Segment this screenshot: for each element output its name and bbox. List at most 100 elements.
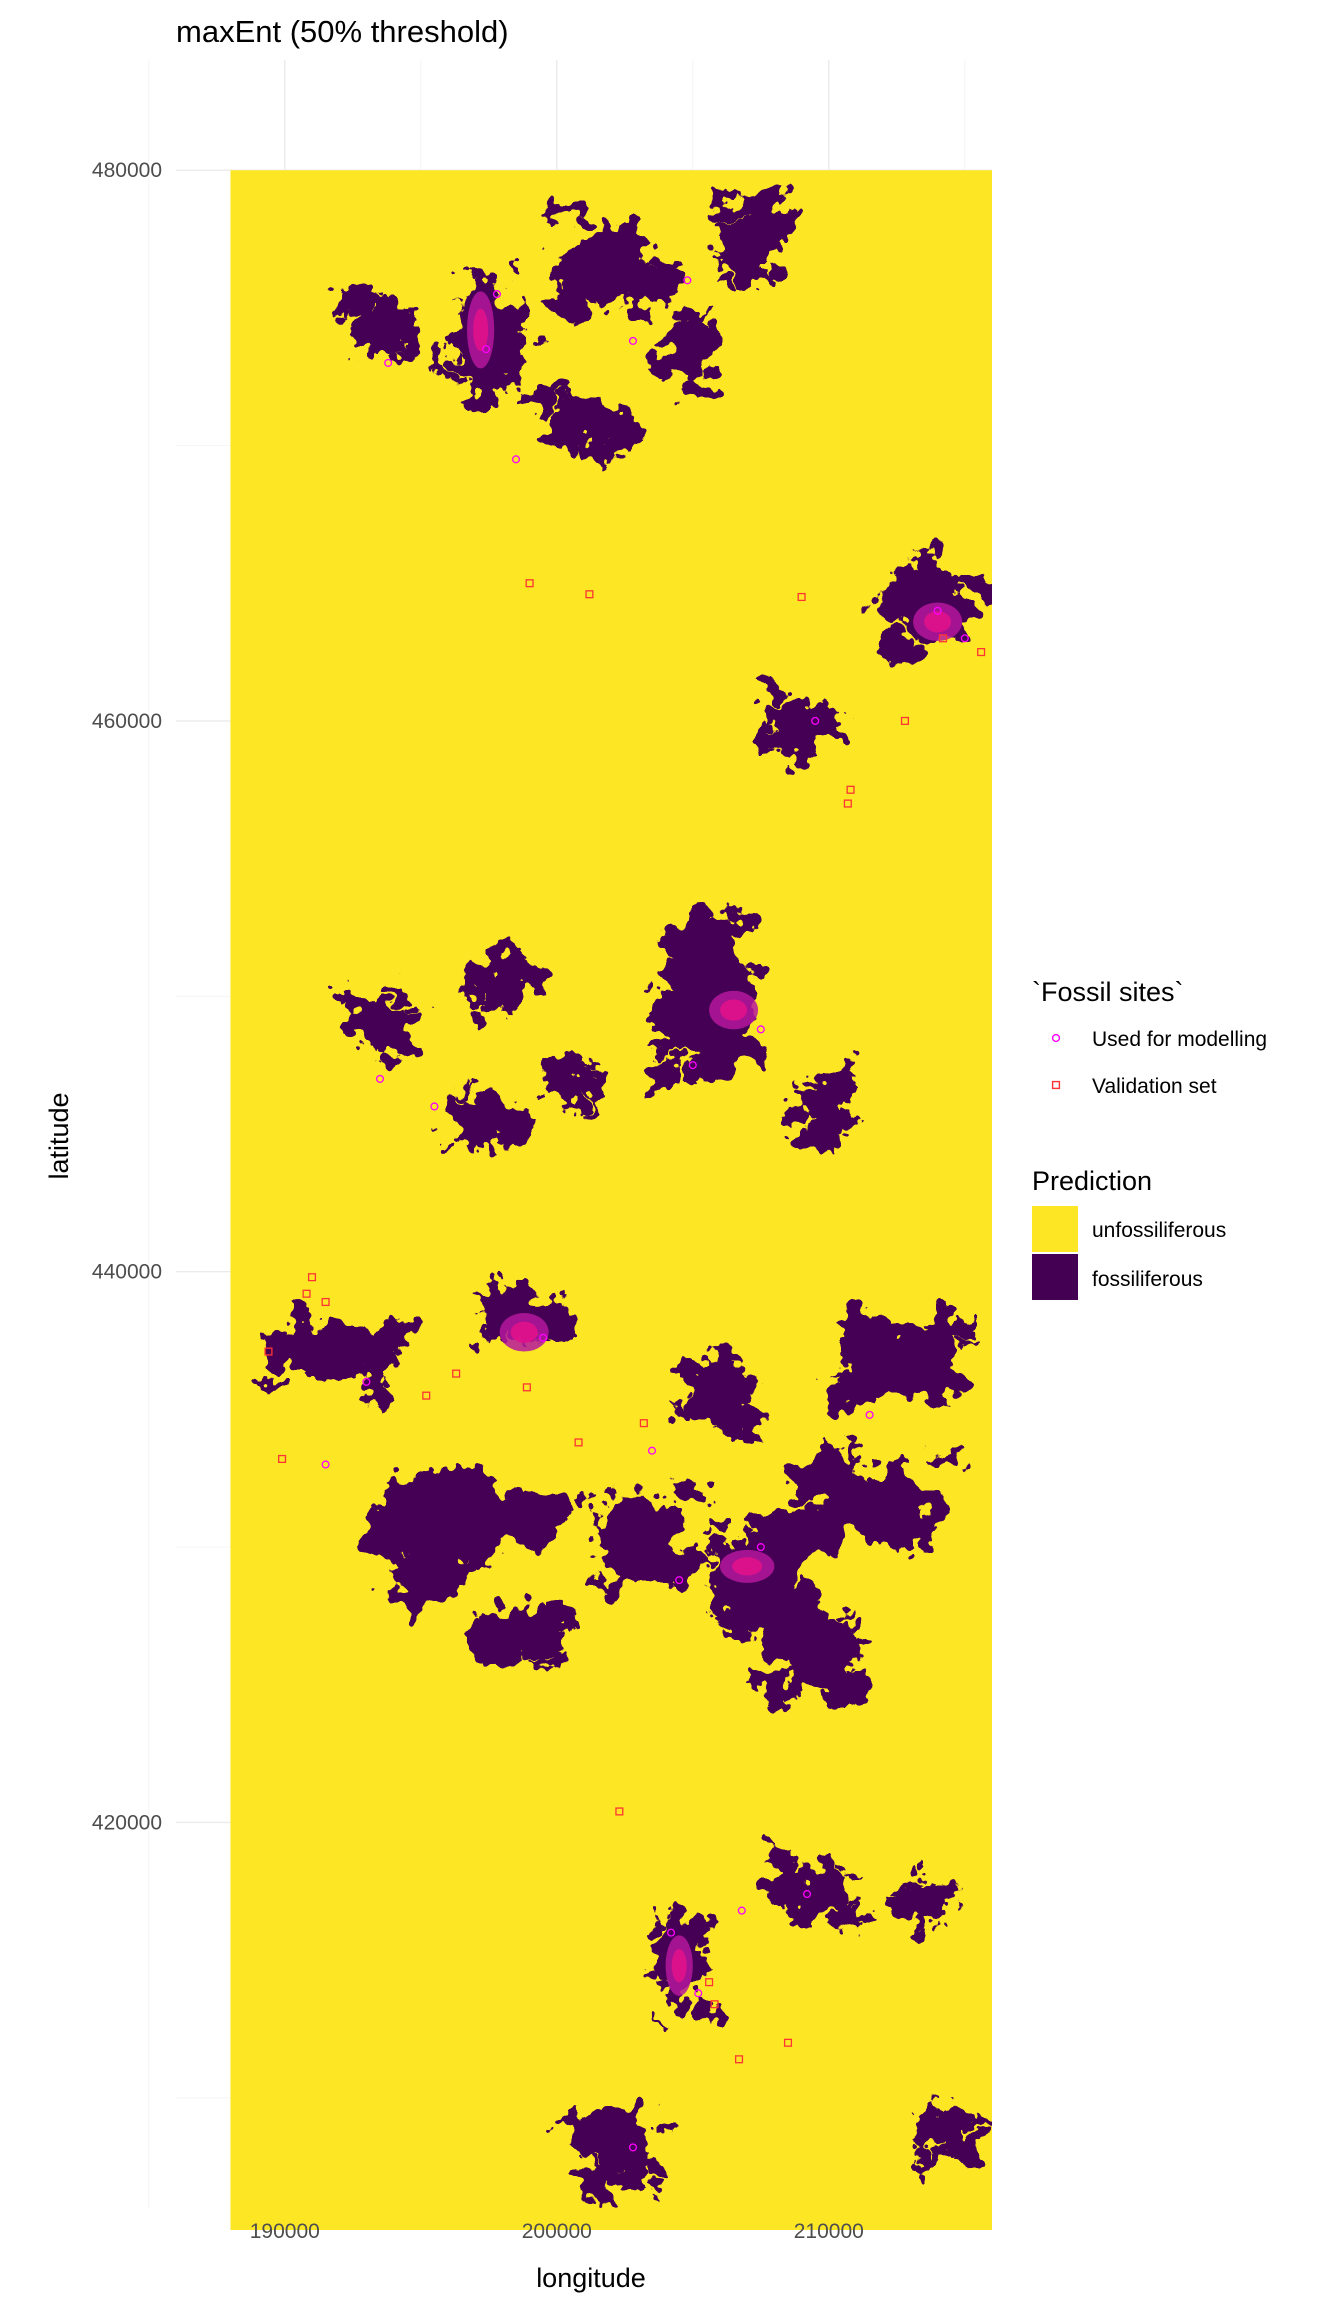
fossiliferous-patch (376, 293, 390, 301)
fossiliferous-patch (735, 278, 744, 284)
modelling-site-point (666, 1928, 676, 1937)
modelling-site-point (694, 1989, 703, 1998)
fossiliferous-patch (442, 1567, 456, 1585)
modelling-site-point (539, 1333, 548, 1342)
fossiliferous-patch (567, 1086, 582, 1111)
fossiliferous-patch (763, 1683, 798, 1712)
fossiliferous-patch (695, 1392, 710, 1411)
fossiliferous-patch (837, 1897, 856, 1918)
validation-site-point (615, 1807, 624, 1816)
fossiliferous-patch (560, 391, 578, 402)
fossiliferous-patch (790, 734, 801, 746)
fossiliferous-patch (920, 2152, 944, 2169)
fossiliferous-patch (716, 1405, 734, 1416)
fossiliferous-patch (854, 1313, 881, 1337)
fossiliferous-patch (617, 1511, 646, 1528)
fossiliferous-patch (446, 1114, 460, 1123)
fossiliferous-patch (465, 374, 505, 412)
validation-site-point (574, 1438, 583, 1447)
modelling-site-point (647, 1446, 657, 1455)
fossiliferous-patch (704, 1549, 712, 1557)
modelling-site-point (683, 276, 692, 285)
fossiliferous-patch (743, 1374, 762, 1398)
y-tick-label: 440000 (92, 1261, 162, 1284)
fossiliferous-patch (760, 673, 781, 705)
fossiliferous-patch (845, 1062, 861, 1075)
fossiliferous-patch (782, 700, 809, 717)
fossiliferous-patch (648, 2185, 660, 2198)
fossiliferous-patch (515, 1498, 567, 1523)
validation-site-point (302, 1289, 311, 1298)
validation-site-point (422, 1391, 431, 1400)
fossiliferous-patch (820, 696, 832, 710)
fossiliferous-patch (309, 1367, 318, 1378)
fossiliferous-patch (904, 1352, 949, 1373)
fossiliferous-patch (445, 1490, 462, 1506)
fossiliferous-patch (677, 1361, 713, 1395)
modelling-site-point (933, 606, 942, 615)
fossiliferous-patch (692, 375, 719, 396)
fossiliferous-patch (762, 1872, 802, 1901)
validation-site-point (639, 1419, 648, 1428)
fossiliferous-patch (685, 1932, 710, 1951)
fossiliferous-patch (814, 1501, 857, 1539)
fossiliferous-patch (688, 1012, 716, 1033)
unfossiliferous-legend-key (1032, 1206, 1078, 1252)
fossiliferous-patch (651, 367, 683, 384)
fossiliferous-patch (761, 1849, 789, 1871)
fossiliferous-patch (448, 369, 468, 394)
validation-site-point (525, 579, 534, 588)
fossiliferous-patch (755, 275, 774, 291)
fossiliferous-patch (928, 1451, 957, 1470)
fossiliferous-patch (562, 422, 605, 447)
fossiliferous-patch (901, 1487, 937, 1530)
fossiliferous-patch (452, 295, 460, 302)
modelling-legend-key-icon (1051, 1033, 1061, 1043)
fossiliferous-patch (958, 2158, 970, 2166)
fossiliferous-legend-key (1032, 1254, 1078, 1300)
fossiliferous-patch (798, 724, 813, 735)
fossiliferous-patch (485, 1607, 511, 1629)
fossiliferous-patch (964, 2111, 982, 2125)
fossiliferous-patch (827, 1110, 851, 1121)
fossiliferous-patch (838, 1868, 853, 1877)
modelling-site-clusters (467, 291, 963, 1996)
validation-site-point (278, 1454, 287, 1464)
fossiliferous-patch (580, 1077, 606, 1098)
fossiliferous-patch (442, 355, 455, 377)
fossiliferous-patch (508, 263, 524, 277)
fossiliferous-patch (533, 1631, 550, 1652)
fossiliferous-patch (321, 1316, 360, 1345)
fossiliferous-patch (839, 1341, 855, 1350)
fossiliferous-patch (583, 1576, 616, 1589)
fossiliferous-patch (504, 952, 517, 964)
fossiliferous-patch (642, 1974, 660, 1989)
fossiliferous-patch (487, 1120, 509, 1157)
validation-site-point (734, 2055, 744, 2064)
validation-site-point (307, 1273, 317, 1282)
fossiliferous-patch (720, 1609, 742, 1620)
fossiliferous-patch (472, 1327, 493, 1341)
fossiliferous-patch (670, 1480, 711, 1503)
modelling-site-point (482, 345, 491, 354)
fossiliferous-patch (897, 1906, 909, 1916)
modelling-site-cluster (720, 999, 748, 1021)
fossiliferous-patch (776, 1542, 807, 1563)
fossiliferous-patch (374, 300, 389, 319)
fossiliferous-patch (484, 353, 504, 381)
fossiliferous-patch (452, 1132, 460, 1143)
modelling-site-points (321, 276, 969, 2152)
validation-site-point (264, 1347, 273, 1356)
fossiliferous-patch (390, 985, 409, 1002)
fossiliferous-patch (759, 732, 781, 750)
fossiliferous-patch (396, 332, 421, 361)
fossiliferous-patch (651, 2117, 672, 2130)
validation-site-point (846, 785, 855, 794)
fossiliferous-patch (730, 1578, 806, 1604)
fossiliferous-patch (629, 2166, 649, 2181)
fossiliferous-patch (718, 248, 738, 268)
fossiliferous-patch (469, 1628, 528, 1657)
fossiliferous-patch (837, 1133, 849, 1144)
fossiliferous-patch (586, 2159, 604, 2181)
fossiliferous-patch (916, 2104, 945, 2125)
